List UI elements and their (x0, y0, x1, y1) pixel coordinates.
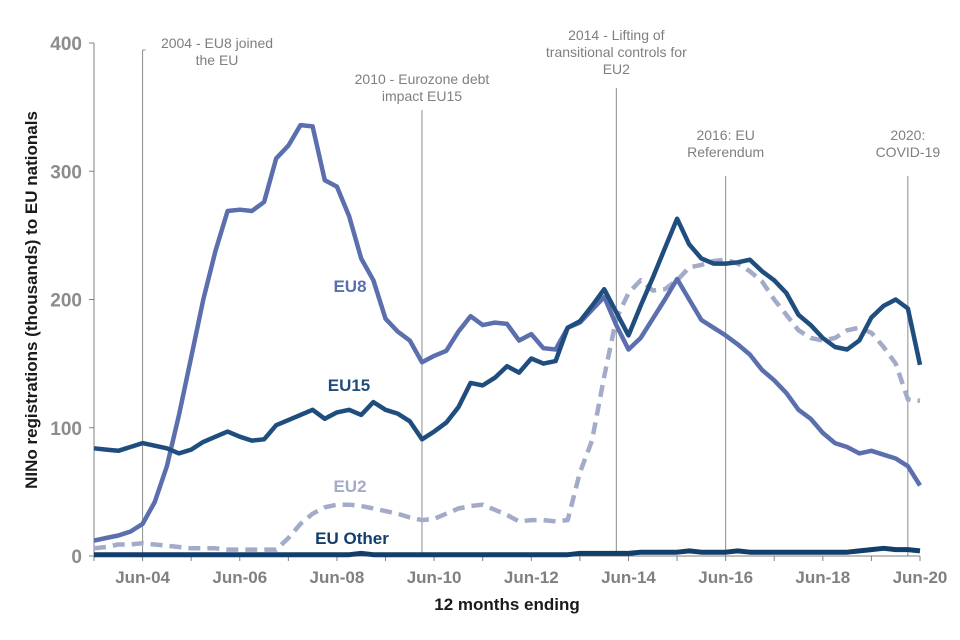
x-tick-label: Jun-12 (504, 568, 559, 587)
x-tick-label: Jun-06 (212, 568, 267, 587)
annotation-text: impact EU15 (382, 88, 462, 104)
x-tick-label: Jun-18 (795, 568, 850, 587)
annotation-text: the EU (196, 52, 239, 68)
series-lines (93, 122, 923, 558)
series-line-eu-other (94, 545, 921, 558)
annotation-text: 2014 - Lifting of (568, 27, 665, 43)
series-line-eu15 (93, 216, 923, 456)
annotation-text: transitional controls for (546, 44, 687, 60)
y-tick-label: 100 (50, 419, 82, 440)
x-tick-label: Jun-08 (310, 568, 365, 587)
x-tick-label: Jun-14 (601, 568, 656, 587)
series-line-eu8 (93, 122, 922, 543)
x-tick-label: Jun-10 (407, 568, 462, 587)
annotation-text: 2016: EU (696, 127, 754, 143)
y-tick-label: 0 (71, 547, 82, 568)
annotation-lines (142, 49, 909, 556)
y-tick-label: 200 (50, 291, 82, 312)
annotation-text: Referendum (687, 144, 764, 160)
y-axis-ticks: 0 100 200 300 400 (50, 34, 94, 568)
x-tick-label: Jun-20 (893, 568, 948, 587)
annotation-text: 2020: (890, 127, 925, 143)
x-axis-ticks: Jun-04 Jun-06 Jun-08 Jun-10 Jun-12 Jun-14 Jun-… (93, 556, 948, 587)
annotation-text: 2010 - Eurozone debt (355, 71, 490, 87)
annotation-text: EU2 (603, 61, 630, 77)
series-labels: EU8 EU15 EU2 EU Other (315, 277, 389, 548)
x-tick-label: Jun-16 (698, 568, 753, 587)
annotation-text: COVID-19 (876, 144, 941, 160)
series-label-eu15: EU15 (328, 376, 371, 395)
x-axis-title: 12 months ending (434, 595, 579, 614)
series-line-eu2 (93, 257, 921, 552)
y-tick-label: 400 (50, 34, 82, 55)
axes (93, 43, 920, 557)
series-label-eu2: EU2 (333, 477, 366, 496)
y-tick-label: 300 (50, 162, 82, 183)
series-label-eu-other: EU Other (315, 529, 389, 548)
x-tick-label: Jun-04 (115, 568, 170, 587)
annotation-text: 2004 - EU8 joined (161, 35, 273, 51)
y-axis-title: NINo registrations (thousands) to EU nat… (22, 111, 41, 489)
series-label-eu8: EU8 (333, 277, 366, 296)
